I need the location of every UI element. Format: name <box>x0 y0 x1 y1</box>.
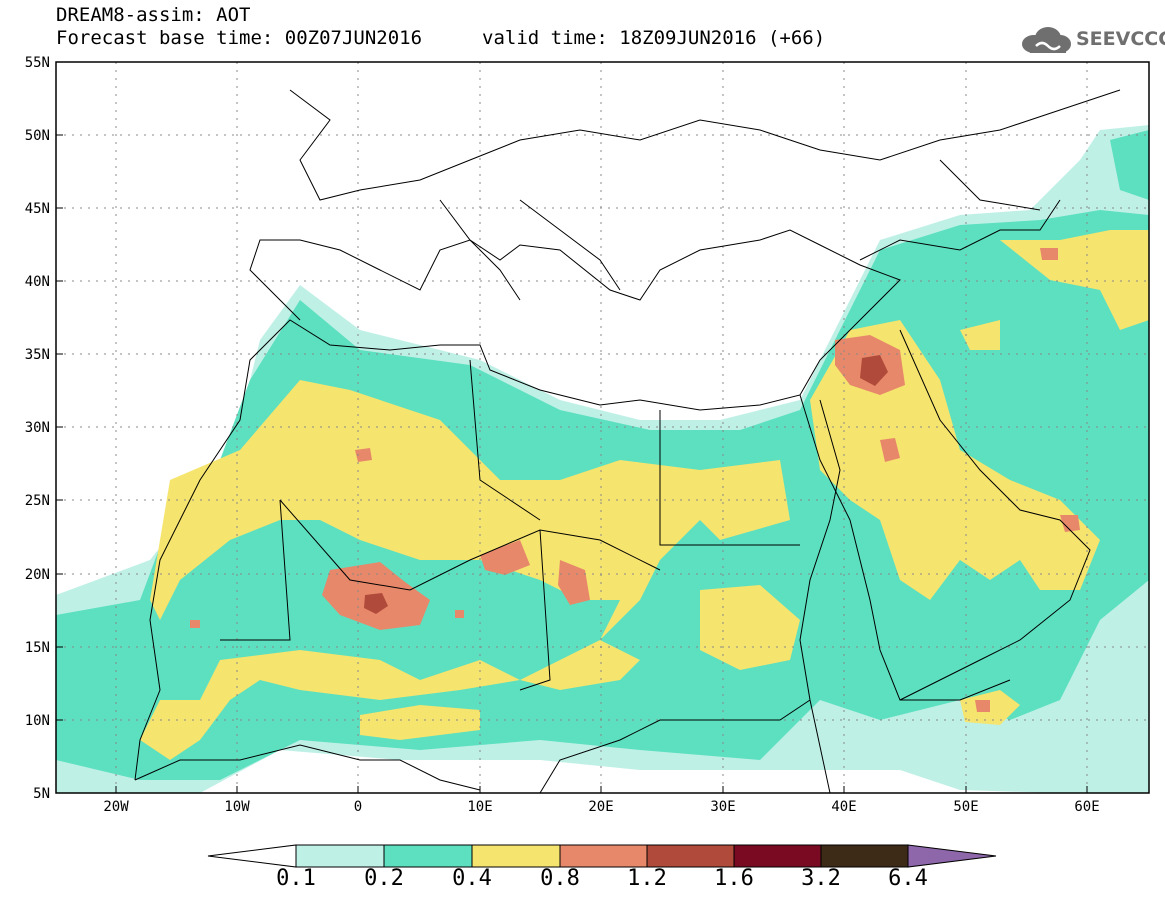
lon-tick-label: 50E <box>953 799 978 815</box>
lon-tick-label: 60E <box>1074 799 1099 815</box>
colorbar-label: 1.6 <box>714 866 754 891</box>
colorbar-label: 0.2 <box>364 866 404 891</box>
lat-tick-label: 20N <box>25 567 50 583</box>
colorbar-segment <box>733 844 822 868</box>
lat-tick-label: 5N <box>33 786 50 802</box>
colorbar-under-triangle <box>207 844 297 868</box>
map-field <box>56 62 1149 793</box>
valid-time: valid time: 18Z09JUN2016 (+66) <box>482 27 826 49</box>
lat-tick-label: 25N <box>25 493 50 509</box>
colorbar-label: 0.1 <box>276 866 316 891</box>
colorbar-segment <box>646 844 735 868</box>
gridlines <box>56 62 1149 793</box>
colorbar-segment <box>383 844 473 868</box>
lat-tick-label: 55N <box>25 55 50 71</box>
model-title: DREAM8-assim: AOT <box>56 4 251 26</box>
lon-tick-label: 20E <box>588 799 613 815</box>
colorbar-segment <box>471 844 561 868</box>
lat-tick-label: 50N <box>25 128 50 144</box>
colorbar-label: 3.2 <box>801 866 841 891</box>
colorbar-label: 0.8 <box>540 866 580 891</box>
lat-tick-label: 10N <box>25 713 50 729</box>
lat-tick-label: 45N <box>25 201 50 217</box>
aot-band-0.4 <box>140 230 1149 760</box>
axis-ticks <box>56 134 1088 793</box>
lon-tick-label: 30E <box>710 799 735 815</box>
cloud-icon <box>1022 27 1071 53</box>
lat-tick-label: 15N <box>25 640 50 656</box>
lon-tick-label: 10E <box>467 799 492 815</box>
lon-tick-label: 20W <box>103 799 129 815</box>
colorbar-over-triangle <box>907 844 997 868</box>
coastlines <box>134 89 1121 793</box>
colorbar-label: 0.4 <box>452 866 492 891</box>
lat-tick-label: 30N <box>25 420 50 436</box>
lat-axis-labels: 55N 50N 45N 40N 35N 30N 25N 20N 15N 10N … <box>25 55 50 802</box>
colorbar-segment <box>559 844 648 868</box>
forecast-base-time: Forecast base time: 00Z07JUN2016 <box>56 27 423 49</box>
colorbar-segment <box>295 844 385 868</box>
seevccc-logo: SEEVCCC <box>1018 24 1165 56</box>
logo-text: SEEVCCC <box>1076 28 1165 50</box>
aot-band-1.2 <box>364 355 888 614</box>
colorbar-label: 6.4 <box>888 866 928 891</box>
lat-tick-label: 40N <box>25 274 50 290</box>
colorbar-segment <box>820 844 909 868</box>
lat-tick-label: 35N <box>25 347 50 363</box>
lon-tick-label: 40E <box>831 799 856 815</box>
lon-axis-labels: 20W 10W 0 10E 20E 30E 40E 50E 60E <box>103 799 1099 815</box>
lon-tick-label: 10W <box>224 799 250 815</box>
colorbar-label: 1.2 <box>627 866 667 891</box>
lon-tick-label: 0 <box>354 799 362 815</box>
colorbar <box>207 844 997 868</box>
